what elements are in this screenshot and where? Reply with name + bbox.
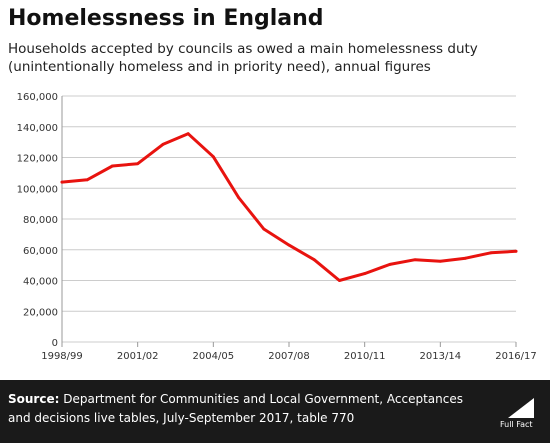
data-point xyxy=(186,132,190,136)
data-point xyxy=(211,155,215,159)
source-footer: Source: Department for Communities and L… xyxy=(0,380,550,443)
data-point xyxy=(438,259,442,263)
source-note: Source: Department for Communities and L… xyxy=(8,390,478,428)
y-tick-label: 40,000 xyxy=(23,277,58,288)
full-fact-logo-icon xyxy=(508,398,534,418)
x-tick-label: 1998/99 xyxy=(41,351,83,362)
line-chart: 0 20,000 40,000 60,000 80,000 100,000 120,000 1… xyxy=(17,92,537,362)
data-point xyxy=(363,272,367,275)
data-point xyxy=(464,256,467,260)
x-tick-label: 2010/11 xyxy=(344,351,386,362)
y-tick-label: 100,000 xyxy=(17,184,58,195)
y-tick-label: 120,000 xyxy=(17,154,58,165)
x-tick-label: 2004/05 xyxy=(193,351,235,362)
data-point xyxy=(60,180,64,184)
data-point xyxy=(489,251,493,255)
y-tick-label: 0 xyxy=(52,338,58,349)
data-point xyxy=(85,178,89,182)
chart-title: Homelessness in England xyxy=(8,6,324,31)
data-point xyxy=(388,262,392,266)
series-line xyxy=(60,132,518,282)
data-point xyxy=(161,143,165,146)
y-tick-label: 160,000 xyxy=(17,92,58,103)
data-point xyxy=(111,164,114,168)
x-tick-label: 2016/17 xyxy=(495,351,537,362)
data-point xyxy=(338,279,341,282)
data-point xyxy=(136,162,140,166)
source-label: Source: xyxy=(8,392,60,406)
data-point xyxy=(287,243,291,247)
full-fact-logo: Full Fact xyxy=(500,396,538,430)
x-tick-label: 2001/02 xyxy=(117,351,159,362)
logo-text: Full Fact xyxy=(500,420,533,429)
data-point xyxy=(413,258,417,262)
y-tick-label: 20,000 xyxy=(23,307,58,318)
data-point xyxy=(237,196,240,199)
y-tick-label: 60,000 xyxy=(23,246,58,257)
y-tick-label: 140,000 xyxy=(17,123,58,134)
y-tick-label: 80,000 xyxy=(23,215,58,226)
x-tick-label: 2007/08 xyxy=(268,351,310,362)
data-point xyxy=(312,258,316,262)
data-point xyxy=(262,227,266,231)
source-text: Department for Communities and Local Gov… xyxy=(8,392,463,425)
data-point xyxy=(514,249,518,253)
x-tick-label: 2013/14 xyxy=(420,351,462,362)
chart-subtitle: Households accepted by councils as owed … xyxy=(8,41,478,75)
